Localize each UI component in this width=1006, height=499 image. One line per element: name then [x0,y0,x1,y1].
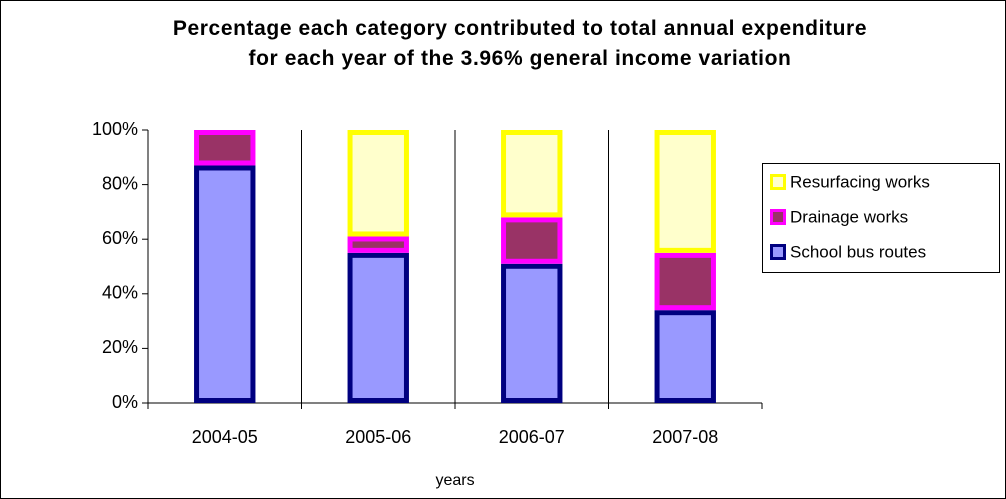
legend-swatch [770,174,786,190]
x-tick-label: 2004-05 [192,427,258,447]
y-tick-label: 60% [102,228,138,248]
chart-title: Percentage each category contributed to … [172,17,868,70]
bar-segment [654,130,716,253]
x-tick-label: 2005-06 [345,427,411,447]
x-axis-label: years [435,472,474,489]
bar-segment [501,130,563,218]
bar-segment [347,130,409,237]
x-tick-label: 2006-07 [499,427,565,447]
legend-swatch [770,209,786,225]
y-tick-label: 80% [102,173,138,193]
x-tick-label: 2007-08 [652,427,718,447]
bar-segment [194,165,256,403]
bar-segment [501,217,563,264]
legend-box [762,163,1000,273]
legend-label: Drainage works [790,207,908,226]
y-tick-label: 0% [112,392,138,412]
legend-swatch [770,244,786,260]
y-tick-label: 40% [102,283,138,303]
bar-segment [654,310,716,403]
y-tick-label: 100% [92,119,138,139]
bar-segment [347,252,409,403]
legend-label: School bus routes [790,242,926,261]
bar-segment [654,252,716,311]
y-tick-label: 20% [102,337,138,357]
bar-segment [347,236,409,253]
bar-segment [194,130,256,166]
bar-segment [501,263,563,403]
legend-label: Resurfacing works [790,172,930,191]
